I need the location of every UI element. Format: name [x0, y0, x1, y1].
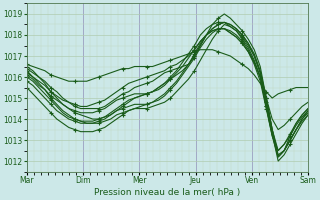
X-axis label: Pression niveau de la mer( hPa ): Pression niveau de la mer( hPa ): [94, 188, 241, 197]
